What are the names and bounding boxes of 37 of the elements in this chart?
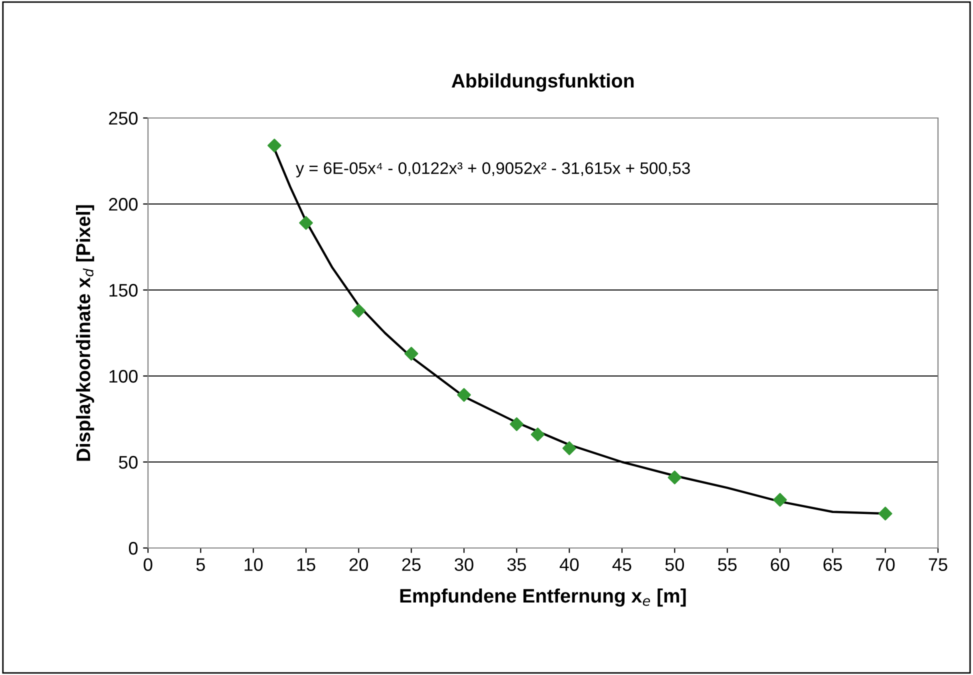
x-tick-label: 30 (454, 558, 474, 571)
point (299, 216, 313, 230)
point (510, 417, 524, 432)
x-tick-label: 65 (824, 558, 842, 571)
y-tick-label: 0 (128, 542, 138, 555)
point (404, 346, 418, 361)
y-tick-label: 200 (109, 198, 138, 211)
x-tick-label: 0 (144, 558, 152, 571)
point (530, 428, 545, 442)
y-tick-label: 250 (109, 112, 138, 125)
x-tick-label: 70 (876, 558, 895, 571)
x-tick-label: 25 (402, 558, 421, 571)
y-tick-label: 150 (110, 284, 138, 297)
point (562, 441, 576, 456)
point (352, 304, 366, 318)
chart-title: Abbildungsfunktion (452, 73, 634, 92)
x-axis-title: Empfundene Entfernung x$_{e}$ [m] (400, 588, 686, 607)
x-tick-label: 40 (560, 558, 579, 571)
x-tick-label: 35 (507, 558, 526, 571)
x-tick-label: 55 (718, 558, 737, 571)
point (267, 138, 282, 152)
x-tick-label: 50 (665, 558, 684, 571)
point (878, 506, 892, 521)
x-tick-label: 60 (770, 558, 790, 571)
point (668, 470, 682, 484)
y-tick-label: 100 (110, 370, 138, 383)
point (457, 388, 471, 402)
x-tick-label: 5 (196, 558, 205, 571)
y-tick-label: 50 (118, 456, 138, 469)
x-tick-label: 45 (612, 558, 632, 571)
y-axis-title: Displaykoordinate x$_{d}$ [Pixel] (76, 205, 94, 461)
x-tick-label: 75 (928, 558, 948, 571)
point (773, 492, 787, 507)
x-tick-label: 15 (297, 558, 316, 571)
annotation: y = 6E-05x⁴ - 0,0122x³ + 0,9052x² - 31,615x + 500,53 (296, 162, 690, 178)
x-tick-label: 20 (350, 558, 368, 571)
x-tick-label: 10 (244, 558, 263, 571)
